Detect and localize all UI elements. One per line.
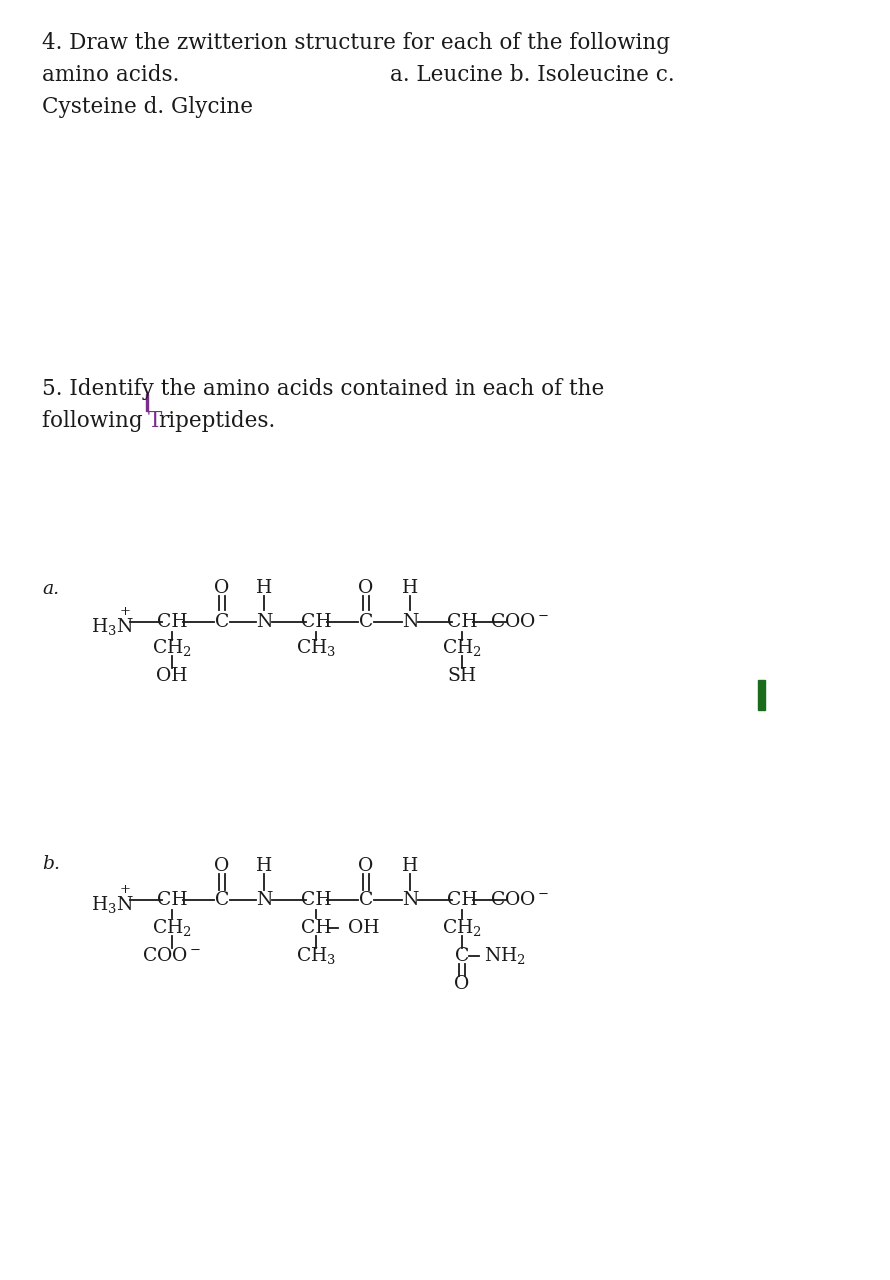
Text: a. Leucine b. Isoleucine c.: a. Leucine b. Isoleucine c. [390,64,675,86]
Text: $\mathregular{CH_2}$: $\mathregular{CH_2}$ [152,918,192,938]
Text: C: C [359,613,373,631]
Text: 4. Draw the zwitterion structure for each of the following: 4. Draw the zwitterion structure for eac… [42,32,670,54]
Text: $\mathregular{CH_2}$: $\mathregular{CH_2}$ [442,637,482,658]
Text: OH: OH [348,919,379,937]
Text: OH: OH [157,667,188,685]
Text: $\mathregular{H_3\overset{+}{N}}$: $\mathregular{H_3\overset{+}{N}}$ [91,883,134,916]
Text: CH: CH [447,891,477,909]
Text: O: O [455,975,470,993]
Text: N: N [255,613,272,631]
Text: $\mathregular{CH_3}$: $\mathregular{CH_3}$ [295,946,336,966]
Text: C: C [214,891,230,909]
Text: $\mathregular{CH_2}$: $\mathregular{CH_2}$ [152,637,192,658]
Text: Cysteine d. Glycine: Cysteine d. Glycine [42,96,253,118]
Text: N: N [255,891,272,909]
Text: H: H [256,858,272,876]
Text: a.: a. [42,580,59,598]
Text: H: H [402,858,418,876]
Text: N: N [401,891,418,909]
Text: T: T [148,410,162,431]
Text: CH: CH [447,613,477,631]
Text: O: O [359,858,374,876]
Text: C: C [214,613,230,631]
Text: O: O [214,579,230,596]
Text: $\mathregular{COO^-}$: $\mathregular{COO^-}$ [490,613,550,631]
Text: C: C [455,947,469,965]
Text: $\mathregular{CH_3}$: $\mathregular{CH_3}$ [295,637,336,658]
Text: C: C [359,891,373,909]
Text: 5. Identify the amino acids contained in each of the: 5. Identify the amino acids contained in… [42,378,604,399]
Text: H: H [402,579,418,596]
Text: CH: CH [301,891,331,909]
Text: H: H [256,579,272,596]
Text: amino acids.: amino acids. [42,64,180,86]
Bar [758,680,765,710]
Text: N: N [401,613,418,631]
Text: b.: b. [42,855,60,873]
Text: $\mathregular{H_3\overset{+}{N}}$: $\mathregular{H_3\overset{+}{N}}$ [91,605,134,639]
Text: CH: CH [157,891,187,909]
Text: CH: CH [301,613,331,631]
Text: CH: CH [301,919,331,937]
Text: ripeptides.: ripeptides. [158,410,275,431]
Text: O: O [359,579,374,596]
Text: $\mathregular{CH_2}$: $\mathregular{CH_2}$ [442,918,482,938]
Text: following: following [42,410,150,431]
Bar [146,394,148,411]
Text: CH: CH [157,613,187,631]
Text: O: O [214,858,230,876]
Text: SH: SH [448,667,476,685]
Text: $\mathregular{NH_2}$: $\mathregular{NH_2}$ [484,946,526,966]
Text: $\mathregular{COO^-}$: $\mathregular{COO^-}$ [490,891,550,909]
Text: $\mathregular{COO^-}$: $\mathregular{COO^-}$ [142,947,202,965]
